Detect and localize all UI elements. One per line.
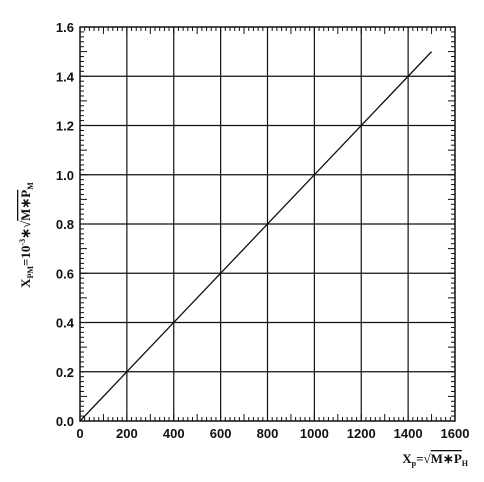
x-tick-label: 1200 <box>347 426 376 441</box>
x-tick-label: 1000 <box>300 426 329 441</box>
y-tick-label: 1.2 <box>56 119 74 134</box>
y-tick-label: 1.0 <box>56 168 74 183</box>
series-group <box>79 51 433 422</box>
y-tick-label: 1.4 <box>56 69 75 84</box>
x-tick-labels: 0 200 400 600 800 1000 1200 1400 1600 <box>76 426 469 441</box>
x-tick-label: 1400 <box>394 426 423 441</box>
x-tick-label: 600 <box>210 426 232 441</box>
y-tick-label: 0.8 <box>56 217 74 232</box>
minor-ticks <box>80 27 455 421</box>
y-tick-label: 0.6 <box>56 266 74 281</box>
x-tick-label: 0 <box>76 426 83 441</box>
x-axis-label: Xp=√M∗PH <box>402 451 469 468</box>
y-tick-label: 0.4 <box>56 316 75 331</box>
x-tick-label: 1600 <box>441 426 470 441</box>
x-tick-label: 200 <box>116 426 138 441</box>
grid <box>80 27 455 421</box>
y-axis-label: XPM=10-3∗√M∗PM <box>18 182 35 288</box>
x-tick-label: 400 <box>163 426 185 441</box>
y-tick-label: 0.2 <box>56 365 74 380</box>
series-line <box>79 51 433 422</box>
y-tick-labels: 0.0 0.2 0.4 0.6 0.8 1.0 1.2 1.4 1.6 <box>56 20 75 429</box>
x-tick-label: 800 <box>257 426 279 441</box>
y-tick-label: 0.0 <box>56 414 74 429</box>
y-tick-label: 1.6 <box>56 20 74 35</box>
